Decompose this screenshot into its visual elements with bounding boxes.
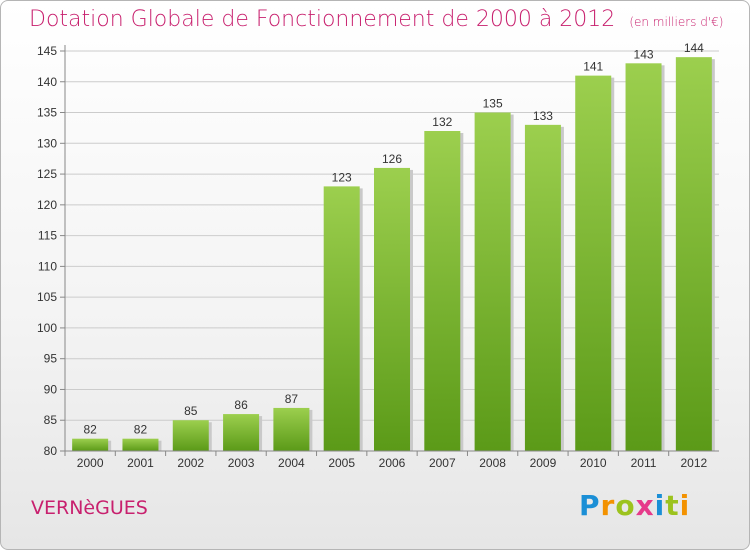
bar bbox=[374, 167, 410, 451]
y-tick-label: 135 bbox=[37, 106, 57, 120]
x-tick-label: 2010 bbox=[580, 456, 607, 470]
x-tick-label: 2012 bbox=[680, 456, 707, 470]
data-label: 144 bbox=[684, 41, 704, 55]
data-label: 126 bbox=[382, 152, 402, 166]
y-tick-label: 95 bbox=[44, 352, 58, 366]
bars: 82 82 85 86 87 123 126 132 135 133 141 143 144 bbox=[72, 41, 715, 452]
y-tick-label: 100 bbox=[37, 321, 57, 335]
x-tick-label: 2001 bbox=[127, 456, 154, 470]
y-tick-label: 120 bbox=[37, 198, 57, 212]
bar bbox=[424, 131, 461, 451]
commune-name: VERNèGUES bbox=[31, 497, 148, 519]
y-tick-label: 85 bbox=[44, 413, 58, 427]
x-tick-label: 2005 bbox=[328, 456, 355, 470]
chart-title-text: Dotation Globale de Fonctionnement de 20… bbox=[29, 7, 616, 32]
x-tick-label: 2008 bbox=[479, 456, 506, 470]
data-label: 82 bbox=[83, 423, 97, 437]
y-tick-label: 110 bbox=[38, 259, 57, 273]
data-label: 85 bbox=[184, 404, 198, 418]
proxiti-logo: Proxiti bbox=[579, 489, 691, 522]
data-label: 132 bbox=[432, 115, 452, 129]
x-tick-label: 2002 bbox=[177, 456, 204, 470]
y-tick-label: 125 bbox=[37, 167, 57, 181]
bar bbox=[122, 438, 159, 451]
data-label: 135 bbox=[483, 97, 503, 111]
y-tick-label: 105 bbox=[37, 290, 57, 304]
data-label: 141 bbox=[583, 60, 603, 74]
data-label: 133 bbox=[533, 109, 553, 123]
x-tick-label: 2003 bbox=[228, 456, 255, 470]
data-label: 87 bbox=[285, 392, 299, 406]
x-tick-label: 2004 bbox=[278, 456, 305, 470]
y-tick-label: 115 bbox=[38, 229, 57, 243]
y-tick-label: 140 bbox=[37, 75, 57, 89]
chart-title: Dotation Globale de Fonctionnement de 20… bbox=[29, 7, 723, 32]
bar bbox=[223, 414, 260, 451]
axes: 80 85 90 95 100 105 110 115 120 125 130 135 140 145 20… bbox=[37, 44, 719, 470]
data-label: 123 bbox=[332, 170, 352, 184]
x-tick-label: 2000 bbox=[77, 456, 104, 470]
x-tick-label: 2007 bbox=[429, 456, 456, 470]
data-label: 86 bbox=[234, 398, 248, 412]
bar bbox=[524, 124, 561, 451]
y-tick-label: 80 bbox=[44, 444, 58, 458]
data-label: 82 bbox=[134, 423, 148, 437]
data-label: 143 bbox=[634, 47, 654, 61]
bar bbox=[675, 57, 712, 452]
y-tick-label: 90 bbox=[44, 382, 58, 396]
bar bbox=[273, 407, 310, 451]
bar bbox=[72, 438, 109, 451]
bar bbox=[575, 75, 612, 451]
unit-label: (en milliers d'€) bbox=[629, 15, 724, 29]
x-tick-label: 2011 bbox=[631, 456, 657, 470]
bar bbox=[172, 420, 209, 451]
x-tick-label: 2006 bbox=[379, 456, 406, 470]
y-tick-label: 130 bbox=[37, 136, 57, 150]
bar bbox=[323, 186, 360, 451]
x-tick-label: 2009 bbox=[530, 456, 557, 470]
bar bbox=[474, 112, 511, 452]
y-tick-label: 145 bbox=[37, 44, 57, 58]
bar bbox=[625, 63, 662, 452]
